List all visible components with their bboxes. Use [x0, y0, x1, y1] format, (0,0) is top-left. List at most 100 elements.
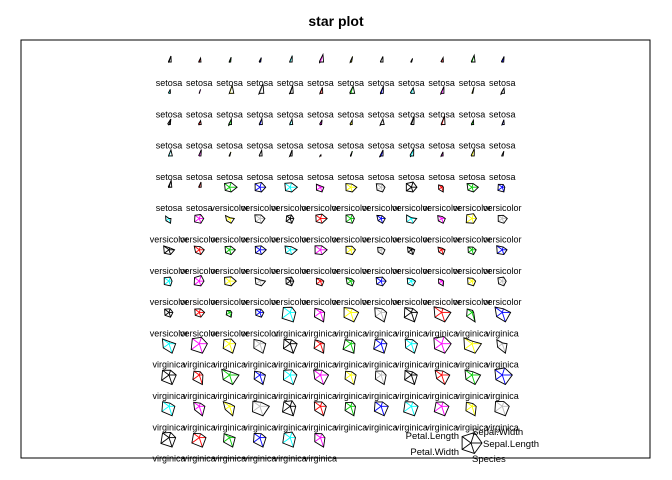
star-99-outline — [225, 309, 233, 318]
star-10: setosa — [428, 56, 455, 88]
star-17: setosa — [277, 85, 303, 119]
star-117-outline — [404, 338, 419, 354]
star-105-label: virginica — [395, 328, 428, 338]
star-110: virginica — [183, 336, 216, 370]
star-84-ray-5 — [501, 249, 505, 255]
star-87-ray-2 — [229, 276, 232, 282]
star-97-outline — [164, 308, 174, 318]
star-67-ray-3 — [345, 214, 352, 219]
star-147-ray-4 — [223, 437, 230, 443]
star-125-ray-3 — [283, 369, 291, 376]
star-103-outline — [343, 307, 360, 323]
star-22-outline — [439, 86, 445, 96]
star-135-ray-4 — [224, 405, 230, 410]
star-105-ray-3 — [404, 307, 412, 313]
star-132: virginica — [486, 367, 519, 401]
key-ray-4 — [461, 442, 472, 450]
star-21: setosa — [398, 86, 425, 119]
star-131-ray-4 — [465, 374, 473, 380]
star-112-ray-2 — [259, 340, 262, 344]
stars-group: setosa setosa setosa setosa setosa setosa seto… — [150, 52, 522, 464]
star-62-label: versicolor — [180, 235, 219, 245]
star-101: virginica — [274, 306, 307, 338]
star-149: virginica — [274, 431, 307, 464]
star-115-ray-2 — [350, 340, 353, 344]
star-55-ray-3 — [345, 183, 352, 188]
star-20-outline — [379, 85, 384, 95]
star-142: virginica — [425, 401, 458, 432]
star-114-ray-5 — [320, 343, 325, 354]
star-137-label: virginica — [274, 422, 307, 432]
star-105-outline — [403, 307, 419, 323]
star-106-label: virginica — [425, 328, 458, 338]
star-124-label: virginica — [243, 391, 276, 401]
star-107-outline — [466, 308, 476, 323]
star-128: virginica — [365, 370, 398, 401]
star-43-label: setosa — [338, 172, 365, 182]
star-89-ray-2 — [289, 277, 292, 282]
star-106-ray-2 — [441, 308, 444, 313]
star-136-ray-4 — [252, 405, 261, 413]
star-3-label: setosa — [216, 78, 243, 88]
star-129-ray-4 — [404, 374, 412, 381]
star-40-outline — [258, 148, 263, 157]
star-26-label: setosa — [186, 141, 213, 151]
star-112-ray-5 — [259, 343, 264, 354]
star-28-outline — [258, 117, 263, 126]
star-53-ray-4 — [285, 186, 291, 191]
star-67-ray-2 — [350, 214, 353, 219]
star-111-ray-3 — [223, 339, 230, 345]
star-118-ray-3 — [433, 337, 442, 345]
star-98-ray-5 — [198, 312, 202, 318]
star-65-label: versicolor — [271, 235, 310, 245]
star-74: versicolor — [180, 245, 219, 276]
star-91-ray-4 — [346, 280, 352, 285]
star-130-ray-5 — [441, 374, 446, 385]
star-61-ray-4 — [165, 218, 170, 222]
star-75-label: versicolor — [210, 266, 249, 276]
star-103-ray-3 — [343, 307, 352, 313]
star-65-ray-5 — [289, 218, 293, 224]
star-98-label: versicolor — [180, 328, 219, 338]
star-100-ray-4 — [255, 312, 261, 316]
star-17-outline — [288, 85, 294, 95]
star-147: virginica — [213, 433, 246, 464]
star-1-outline — [167, 55, 172, 63]
star-63-label: versicolor — [210, 235, 249, 245]
star-80: versicolor — [362, 246, 400, 276]
star-140-ray-5 — [380, 406, 385, 416]
star-85-label: versicolor — [150, 297, 189, 307]
star-104-outline — [374, 307, 388, 323]
star-127-outline — [344, 370, 357, 386]
star-136-outline — [252, 400, 271, 417]
star-91-label: versicolor — [332, 297, 371, 307]
star-66: versicolor — [301, 213, 340, 245]
star-101-outline — [281, 306, 297, 323]
star-59-ray-4 — [467, 186, 473, 191]
star-86-ray-3 — [194, 277, 200, 282]
star-144-ray-5 — [501, 406, 506, 416]
star-108-outline — [494, 306, 512, 323]
star-99: versicolor — [210, 309, 249, 338]
star-83-ray-3 — [467, 246, 473, 251]
star-90-ray-4 — [316, 280, 321, 285]
star-72-outline — [497, 214, 508, 224]
star-48-label: setosa — [489, 172, 516, 182]
star-121-ray-2 — [168, 370, 171, 376]
star-38-outline — [198, 149, 202, 157]
star-53-label: versicolor — [271, 203, 310, 213]
key-label-3: Petal.Length — [406, 431, 459, 442]
star-16-outline — [258, 83, 265, 96]
star-33: setosa — [398, 116, 425, 151]
star-72-ray-5 — [501, 218, 505, 224]
star-89: versicolor — [271, 276, 309, 307]
star-15: setosa — [216, 83, 243, 119]
star-124-outline — [253, 370, 266, 386]
star-51-label: versicolor — [210, 203, 249, 213]
star-68-ray-3 — [376, 215, 382, 219]
star-96-ray-4 — [498, 280, 503, 285]
star-73: versicolor — [150, 245, 188, 276]
star-108-ray-2 — [501, 308, 504, 313]
star-62-ray-4 — [194, 218, 200, 223]
star-84-ray-4 — [496, 249, 503, 254]
